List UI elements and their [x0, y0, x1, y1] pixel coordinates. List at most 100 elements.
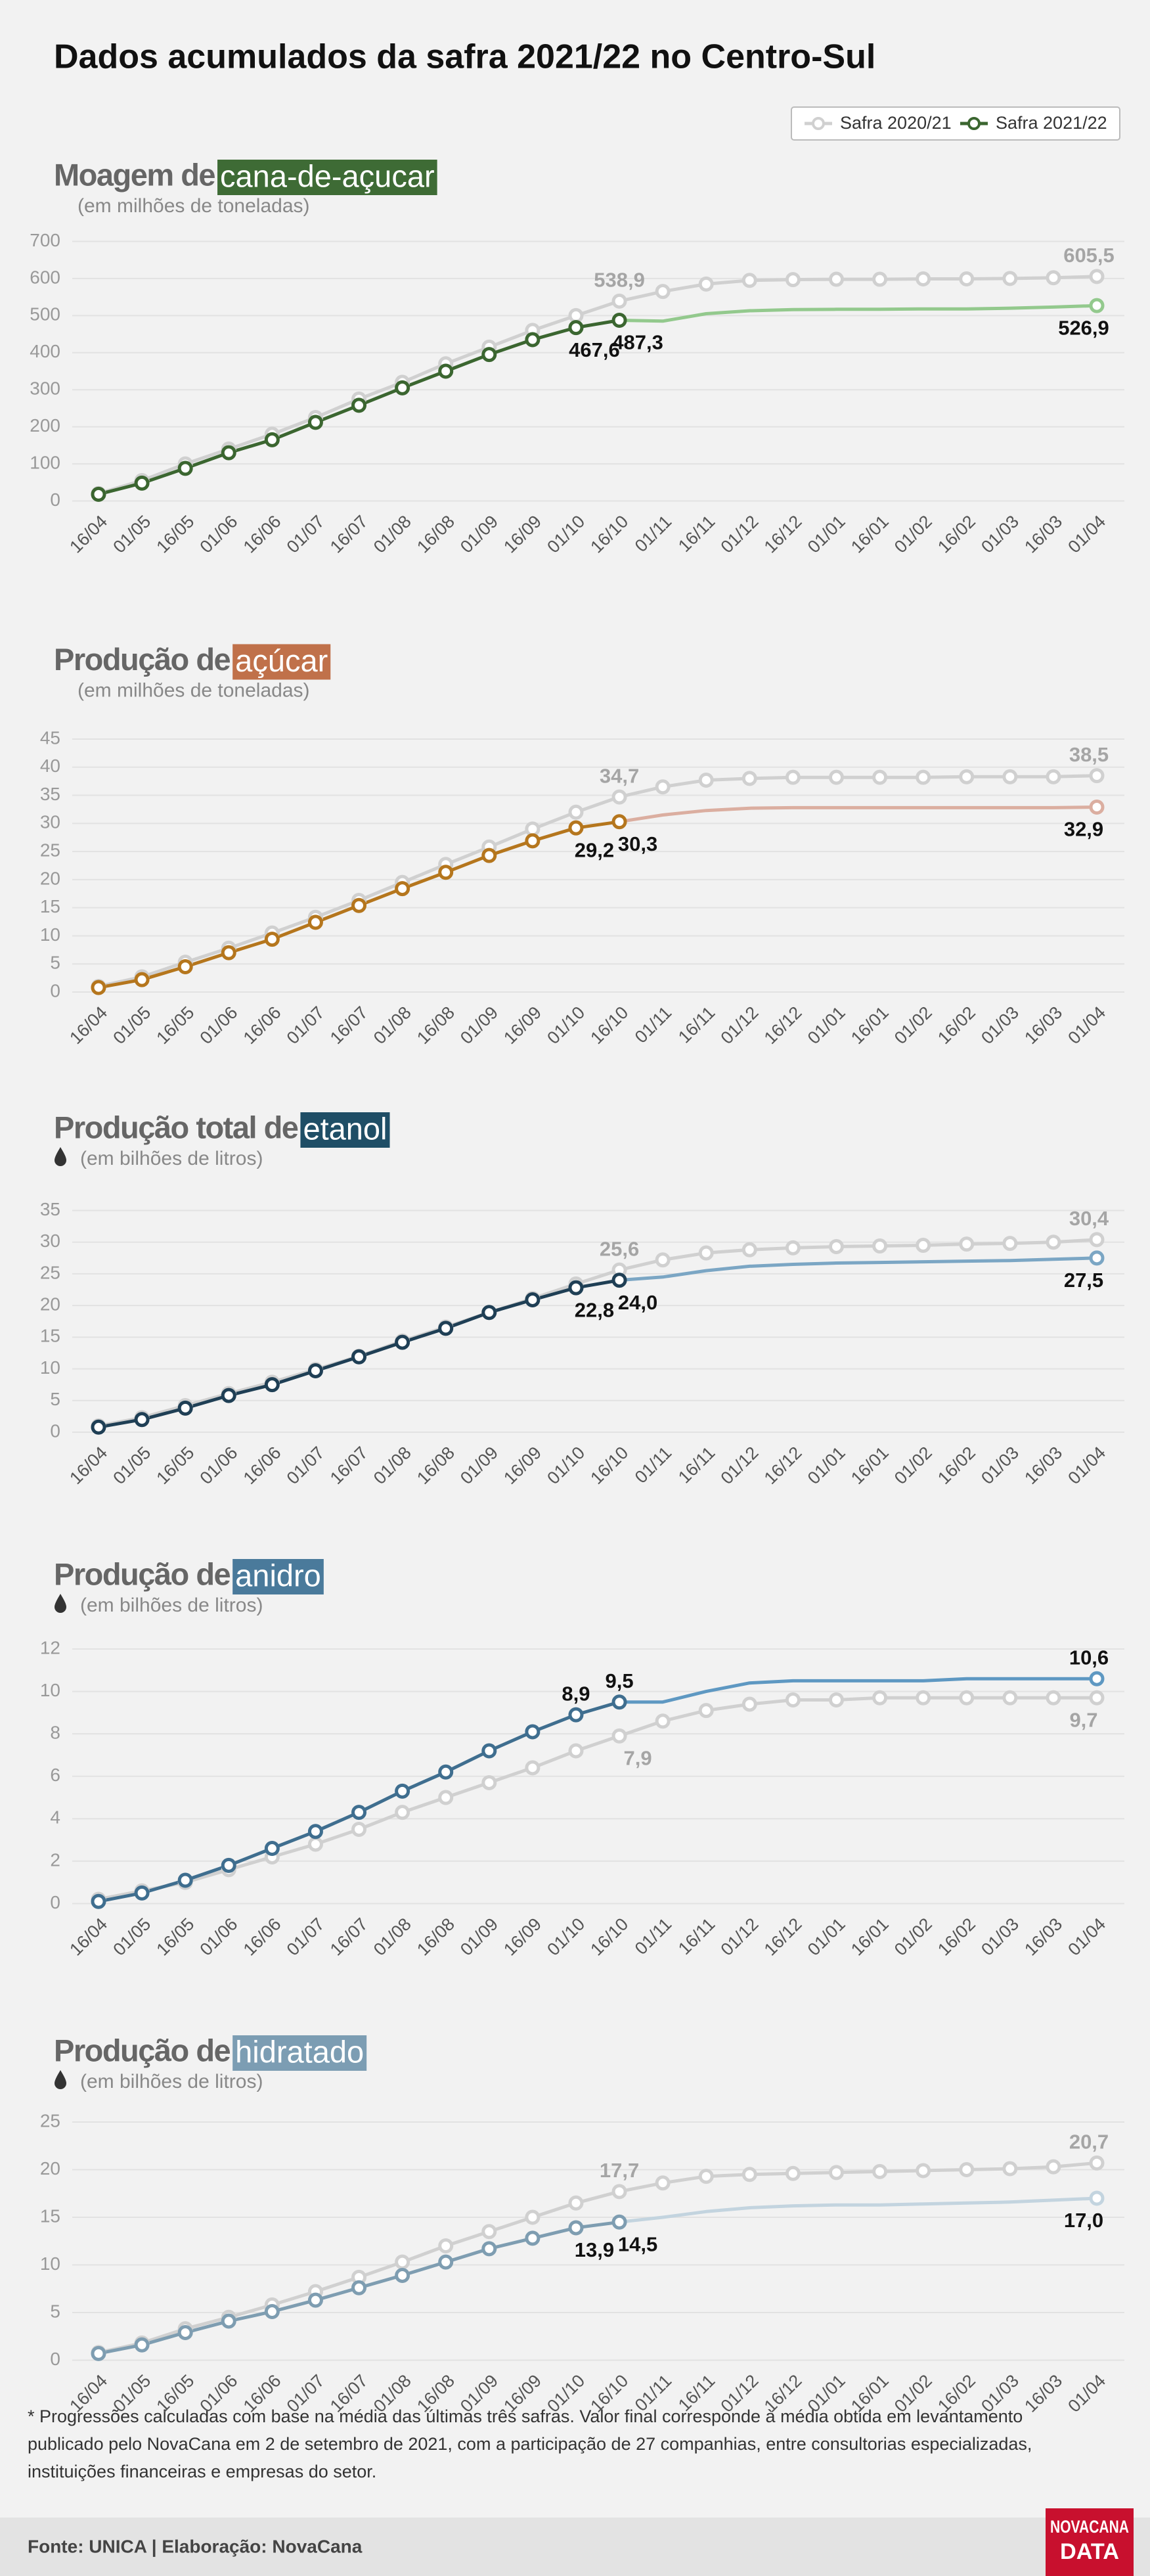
data-point: [1002, 1236, 1018, 1252]
y-tick-label: 15: [40, 1326, 60, 1346]
series-line: [619, 304, 1097, 323]
data-point: [481, 2241, 497, 2257]
y-tick-label: 25: [40, 2110, 60, 2131]
series-line: [619, 1256, 1097, 1282]
value-label: 13,9: [575, 2238, 614, 2261]
data-point: [307, 2292, 323, 2308]
logo-text: NOVACANA: [1050, 2517, 1129, 2537]
data-point: [264, 1377, 280, 1393]
y-tick-label: 15: [40, 2205, 60, 2226]
y-tick-label: 10: [40, 1680, 60, 1700]
chart-title-highlight: anidro: [235, 1558, 321, 1593]
y-tick-label: 0: [50, 1892, 60, 1912]
y-tick-label: 45: [40, 727, 60, 748]
data-point: [959, 271, 975, 286]
y-tick-label: 200: [30, 415, 60, 436]
data-point: [611, 1273, 627, 1288]
data-point: [525, 833, 541, 849]
y-tick-label: 20: [40, 1294, 60, 1315]
series-line: [619, 805, 1097, 824]
y-tick-label: 20: [40, 2158, 60, 2179]
y-tick-label: 100: [30, 452, 60, 472]
value-label: 30,3: [618, 832, 657, 855]
data-point: [872, 1238, 888, 1254]
value-label: 34,7: [600, 764, 639, 787]
data-point: [134, 1885, 150, 1901]
data-point: [481, 1305, 497, 1321]
data-point: [1002, 1690, 1018, 1706]
title-highlight: [232, 644, 331, 680]
data-point: [177, 1400, 193, 1416]
y-tick-label: 30: [40, 1231, 60, 1251]
data-point: [1089, 1690, 1105, 1706]
data-point: [741, 2167, 757, 2182]
data-point: [134, 972, 150, 987]
value-label: 9,7: [1069, 1708, 1097, 1731]
y-tick-label: 35: [40, 784, 60, 804]
data-point: [351, 2280, 367, 2295]
value-label: 25,6: [600, 1237, 639, 1260]
data-point: [655, 284, 671, 300]
y-tick-label: 10: [40, 2253, 60, 2274]
data-point: [741, 273, 757, 288]
title-highlight: [300, 1112, 390, 1148]
footnote: instituições financeiras e empresas do s…: [28, 2462, 376, 2481]
data-point: [91, 1893, 106, 1909]
data-point: [438, 865, 454, 880]
data-point: [177, 959, 193, 974]
y-tick-label: 30: [40, 812, 60, 832]
data-point: [221, 1857, 236, 1873]
logo-box: [1046, 2508, 1134, 2576]
data-point: [481, 2224, 497, 2240]
data-point: [351, 897, 367, 913]
y-tick-label: 500: [30, 304, 60, 325]
data-point: [1046, 769, 1061, 784]
data-point: [785, 1692, 801, 1707]
data-point: [611, 2184, 627, 2200]
data-point: [1089, 768, 1105, 784]
data-point: [1089, 298, 1105, 313]
y-tick-label: 2: [50, 1849, 60, 1870]
data-point: [1046, 1690, 1061, 1706]
data-point: [959, 769, 975, 784]
data-point: [568, 2220, 584, 2236]
value-label: 9,5: [605, 1669, 633, 1692]
data-point: [395, 2254, 410, 2270]
data-point: [568, 2195, 584, 2211]
chart-subtitle: (em bilhões de litros): [80, 1594, 263, 1616]
data-point: [568, 804, 584, 820]
legend-label: Safra 2021/22: [996, 113, 1107, 133]
data-point: [1002, 2161, 1018, 2177]
data-point: [351, 1349, 367, 1365]
data-point: [872, 271, 888, 287]
y-tick-label: 5: [50, 1389, 60, 1409]
data-point: [307, 915, 323, 930]
value-label: 32,9: [1064, 818, 1103, 841]
value-label: 605,5: [1063, 244, 1115, 267]
y-tick-label: 0: [50, 2349, 60, 2369]
data-point: [481, 1743, 497, 1759]
chart-title: Moagem de: [54, 157, 215, 192]
data-point: [698, 1703, 714, 1719]
chart-title: Produção de: [54, 2033, 231, 2068]
data-point: [221, 945, 236, 960]
drop-icon: [55, 2070, 66, 2089]
data-point: [611, 2214, 627, 2230]
data-point: [611, 1694, 627, 1710]
data-point: [481, 847, 497, 863]
y-tick-label: 600: [30, 267, 60, 287]
data-point: [916, 769, 931, 785]
data-point: [264, 2304, 280, 2320]
data-point: [525, 1760, 541, 1776]
data-point: [438, 1764, 454, 1780]
data-point: [698, 276, 714, 292]
source: Fonte: UNICA | Elaboração: NovaCana: [28, 2536, 363, 2556]
data-point: [91, 2345, 106, 2361]
value-label: 14,5: [618, 2232, 657, 2255]
chart-title: Produção de: [54, 1556, 231, 1591]
data-point: [1089, 1671, 1105, 1686]
data-point: [959, 2162, 975, 2177]
value-label: 17,7: [600, 2159, 639, 2182]
data-point: [872, 1690, 888, 1706]
data-point: [307, 1363, 323, 1378]
